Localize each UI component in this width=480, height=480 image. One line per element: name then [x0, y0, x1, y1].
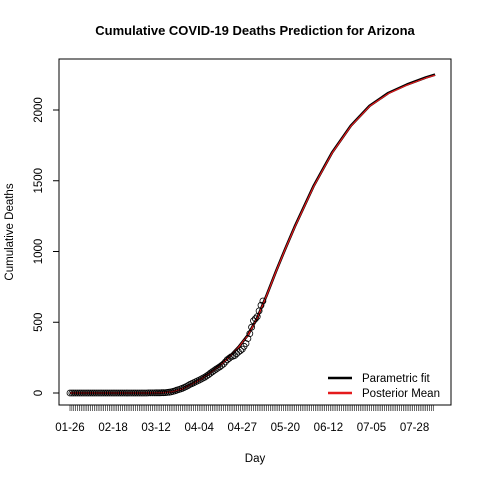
- x-tick-label: 02-18: [98, 422, 127, 434]
- observed-point: [221, 358, 229, 366]
- observed-point: [68, 389, 76, 397]
- chart-title: Cumulative COVID-19 Deaths Prediction fo…: [95, 23, 415, 38]
- observed-point: [79, 389, 87, 397]
- observed-point: [184, 382, 192, 390]
- observed-point: [74, 389, 81, 397]
- observed-point: [212, 365, 220, 373]
- observed-point: [218, 361, 226, 369]
- x-tick-label: 06-12: [314, 422, 343, 434]
- y-axis-label: Cumulative Deaths: [4, 183, 16, 280]
- x-tick-label: 04-04: [184, 422, 214, 434]
- observed-point: [89, 389, 96, 397]
- observed-point: [244, 335, 252, 342]
- y-axis: 0 500 1000 1500 2000: [33, 97, 59, 396]
- observed-point: [210, 367, 218, 374]
- observed-point: [220, 360, 227, 368]
- observed-point: [251, 315, 259, 323]
- x-axis-label: Day: [245, 453, 266, 465]
- observed-point: [119, 389, 126, 397]
- x-tick-label: 04-27: [228, 422, 257, 434]
- y-tick-label: 1000: [33, 239, 45, 265]
- x-tick-label: 07-05: [357, 422, 386, 434]
- observed-point: [105, 389, 113, 397]
- observed-point: [128, 389, 136, 397]
- observed-point: [76, 389, 83, 397]
- x-tick-label: 03-12: [141, 422, 170, 434]
- observed-point: [257, 301, 265, 309]
- observed-point: [94, 389, 102, 397]
- x-tick-label: 07-28: [400, 422, 429, 434]
- observed-point: [66, 389, 74, 397]
- observed-point: [98, 389, 106, 397]
- x-axis: 01-26 02-18 03-12 04-04 04-27 05-20 06-12 07-05…: [55, 405, 434, 434]
- observed-point: [87, 389, 94, 397]
- observed-point: [117, 389, 124, 397]
- observed-point: [236, 347, 244, 355]
- observed-point: [96, 389, 104, 397]
- y-tick-label: 500: [33, 313, 45, 332]
- observed-point: [81, 389, 89, 397]
- observed-point: [259, 297, 267, 305]
- observed-point: [72, 389, 79, 397]
- observed-point: [135, 389, 143, 397]
- series-layer: [70, 73, 436, 395]
- observed-point: [248, 323, 256, 331]
- plot-frame: [58, 58, 452, 406]
- observed-point: [225, 354, 233, 362]
- observed-point: [231, 352, 239, 359]
- observed-point: [120, 389, 128, 397]
- series-line: [70, 74, 436, 394]
- observed-point: [250, 317, 257, 325]
- observed-point: [102, 389, 109, 397]
- observed-point: [113, 389, 121, 397]
- legend-label: Posterior Mean: [362, 388, 440, 400]
- series-line: [70, 73, 436, 395]
- y-tick-label: 0: [33, 390, 45, 396]
- observed-point: [197, 375, 205, 383]
- y-tick-label: 2000: [33, 97, 45, 123]
- x-tick-label: 05-20: [271, 422, 300, 434]
- observed-point: [246, 330, 254, 338]
- legend: Parametric fit Posterior Mean: [328, 373, 440, 400]
- y-tick-label: 1500: [33, 168, 45, 194]
- observed-point: [109, 389, 117, 397]
- observed-points: [66, 297, 267, 397]
- legend-label: Parametric fit: [362, 373, 431, 385]
- x-tick-label: 01-26: [55, 422, 84, 434]
- observed-point: [83, 389, 91, 397]
